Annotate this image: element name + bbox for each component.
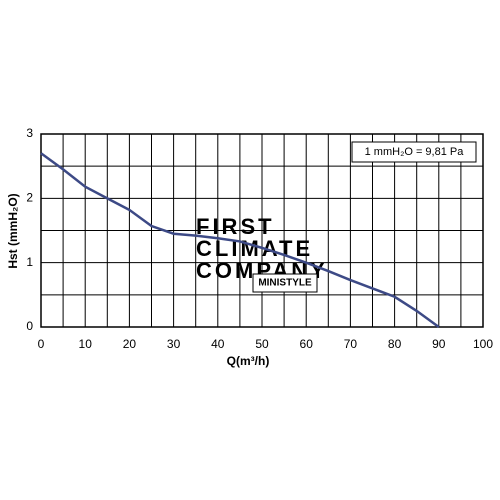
annotation: 1 mmH₂O = 9,81 Pa <box>365 146 465 158</box>
x-tick-label: 10 <box>79 337 93 351</box>
plot-frame <box>40 133 484 328</box>
x-tick-label: 60 <box>300 337 314 351</box>
x-tick-label: 40 <box>211 337 225 351</box>
x-tick-label: 50 <box>255 337 269 351</box>
x-tick-label: 30 <box>167 337 181 351</box>
annotation: MINISTYLE <box>258 278 312 289</box>
annotation-box <box>252 273 318 293</box>
y-tick-label: 1 <box>26 255 33 269</box>
y-tick-label: 3 <box>26 126 33 140</box>
data-line <box>40 152 440 329</box>
x-tick-label: 100 <box>473 337 493 351</box>
y-tick-label: 0 <box>26 319 33 333</box>
x-tick-label: 0 <box>38 337 45 351</box>
x-tick-label: 70 <box>344 337 358 351</box>
annotation-box <box>351 141 477 163</box>
x-axis-label: Q(m³/h) <box>227 354 270 368</box>
x-tick-label: 20 <box>123 337 137 351</box>
y-tick-label: 2 <box>26 191 33 205</box>
x-tick-label: 80 <box>388 337 402 351</box>
watermark-text: FIRST <box>196 214 275 239</box>
y-axis-label: Hst (mmH₂O) <box>6 193 20 268</box>
x-tick-label: 90 <box>432 337 446 351</box>
